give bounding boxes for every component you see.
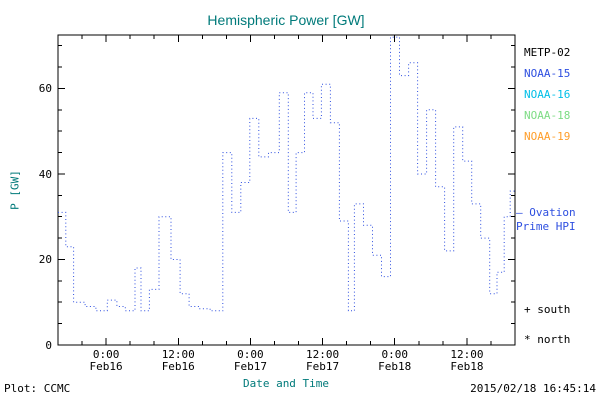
legend-item-metp-02: METP-02 xyxy=(524,46,571,59)
x-tick-label: 12:00 Feb16 xyxy=(162,349,195,373)
x-tick-time: 12:00 xyxy=(450,348,484,361)
x-tick-time: 12:00 xyxy=(161,348,195,361)
x-tick-time: 0:00 xyxy=(237,348,264,361)
south-marker-label: + south xyxy=(524,303,571,316)
timestamp: 2015/02/18 16:45:14 xyxy=(470,382,596,395)
x-tick-date: Feb17 xyxy=(233,360,267,373)
y-tick-label: 60 xyxy=(38,82,52,96)
ovation-legend-line2: Prime HPI xyxy=(516,220,576,233)
plot-credit: Plot: CCMC xyxy=(4,382,71,395)
y-tick-label: 0 xyxy=(45,339,52,352)
x-tick-time: 12:00 xyxy=(306,348,340,361)
legend-item-noaa-18: NOAA-18 xyxy=(524,109,571,122)
x-tick-label: 12:00 Feb17 xyxy=(306,349,339,373)
x-tick-date: Feb16 xyxy=(89,360,123,373)
x-tick-date: Feb16 xyxy=(161,360,195,373)
ovation-legend-line1: — Ovation xyxy=(516,206,576,219)
north-marker-label: * north xyxy=(524,333,571,346)
x-tick-label: 0:00 Feb17 xyxy=(234,349,267,373)
legend-item-noaa-15: NOAA-15 xyxy=(524,67,571,80)
x-tick-date: Feb17 xyxy=(306,360,340,373)
x-tick-date: Feb18 xyxy=(450,360,484,373)
x-tick-time: 0:00 xyxy=(92,348,120,361)
legend-item-noaa-19: NOAA-19 xyxy=(524,130,571,143)
hpi-data-line xyxy=(58,36,515,312)
x-tick-label: 12:00 Feb18 xyxy=(450,349,483,373)
y-tick-label: 20 xyxy=(38,253,52,267)
x-tick-label: 0:00 Feb16 xyxy=(90,349,123,373)
legend-item-noaa-16: NOAA-16 xyxy=(524,88,571,101)
x-axis-label: Date and Time xyxy=(242,377,330,390)
x-tick-time: 0:00 xyxy=(381,348,408,361)
x-tick-date: Feb18 xyxy=(378,360,412,373)
ovation-legend: — Ovation Prime HPI xyxy=(516,206,576,234)
plot-title: Hemispheric Power [GW] xyxy=(207,12,365,28)
x-tick-label: 0:00 Feb18 xyxy=(378,349,411,373)
y-axis-label: P [GW] xyxy=(8,170,22,210)
y-tick-label: 40 xyxy=(38,167,52,181)
